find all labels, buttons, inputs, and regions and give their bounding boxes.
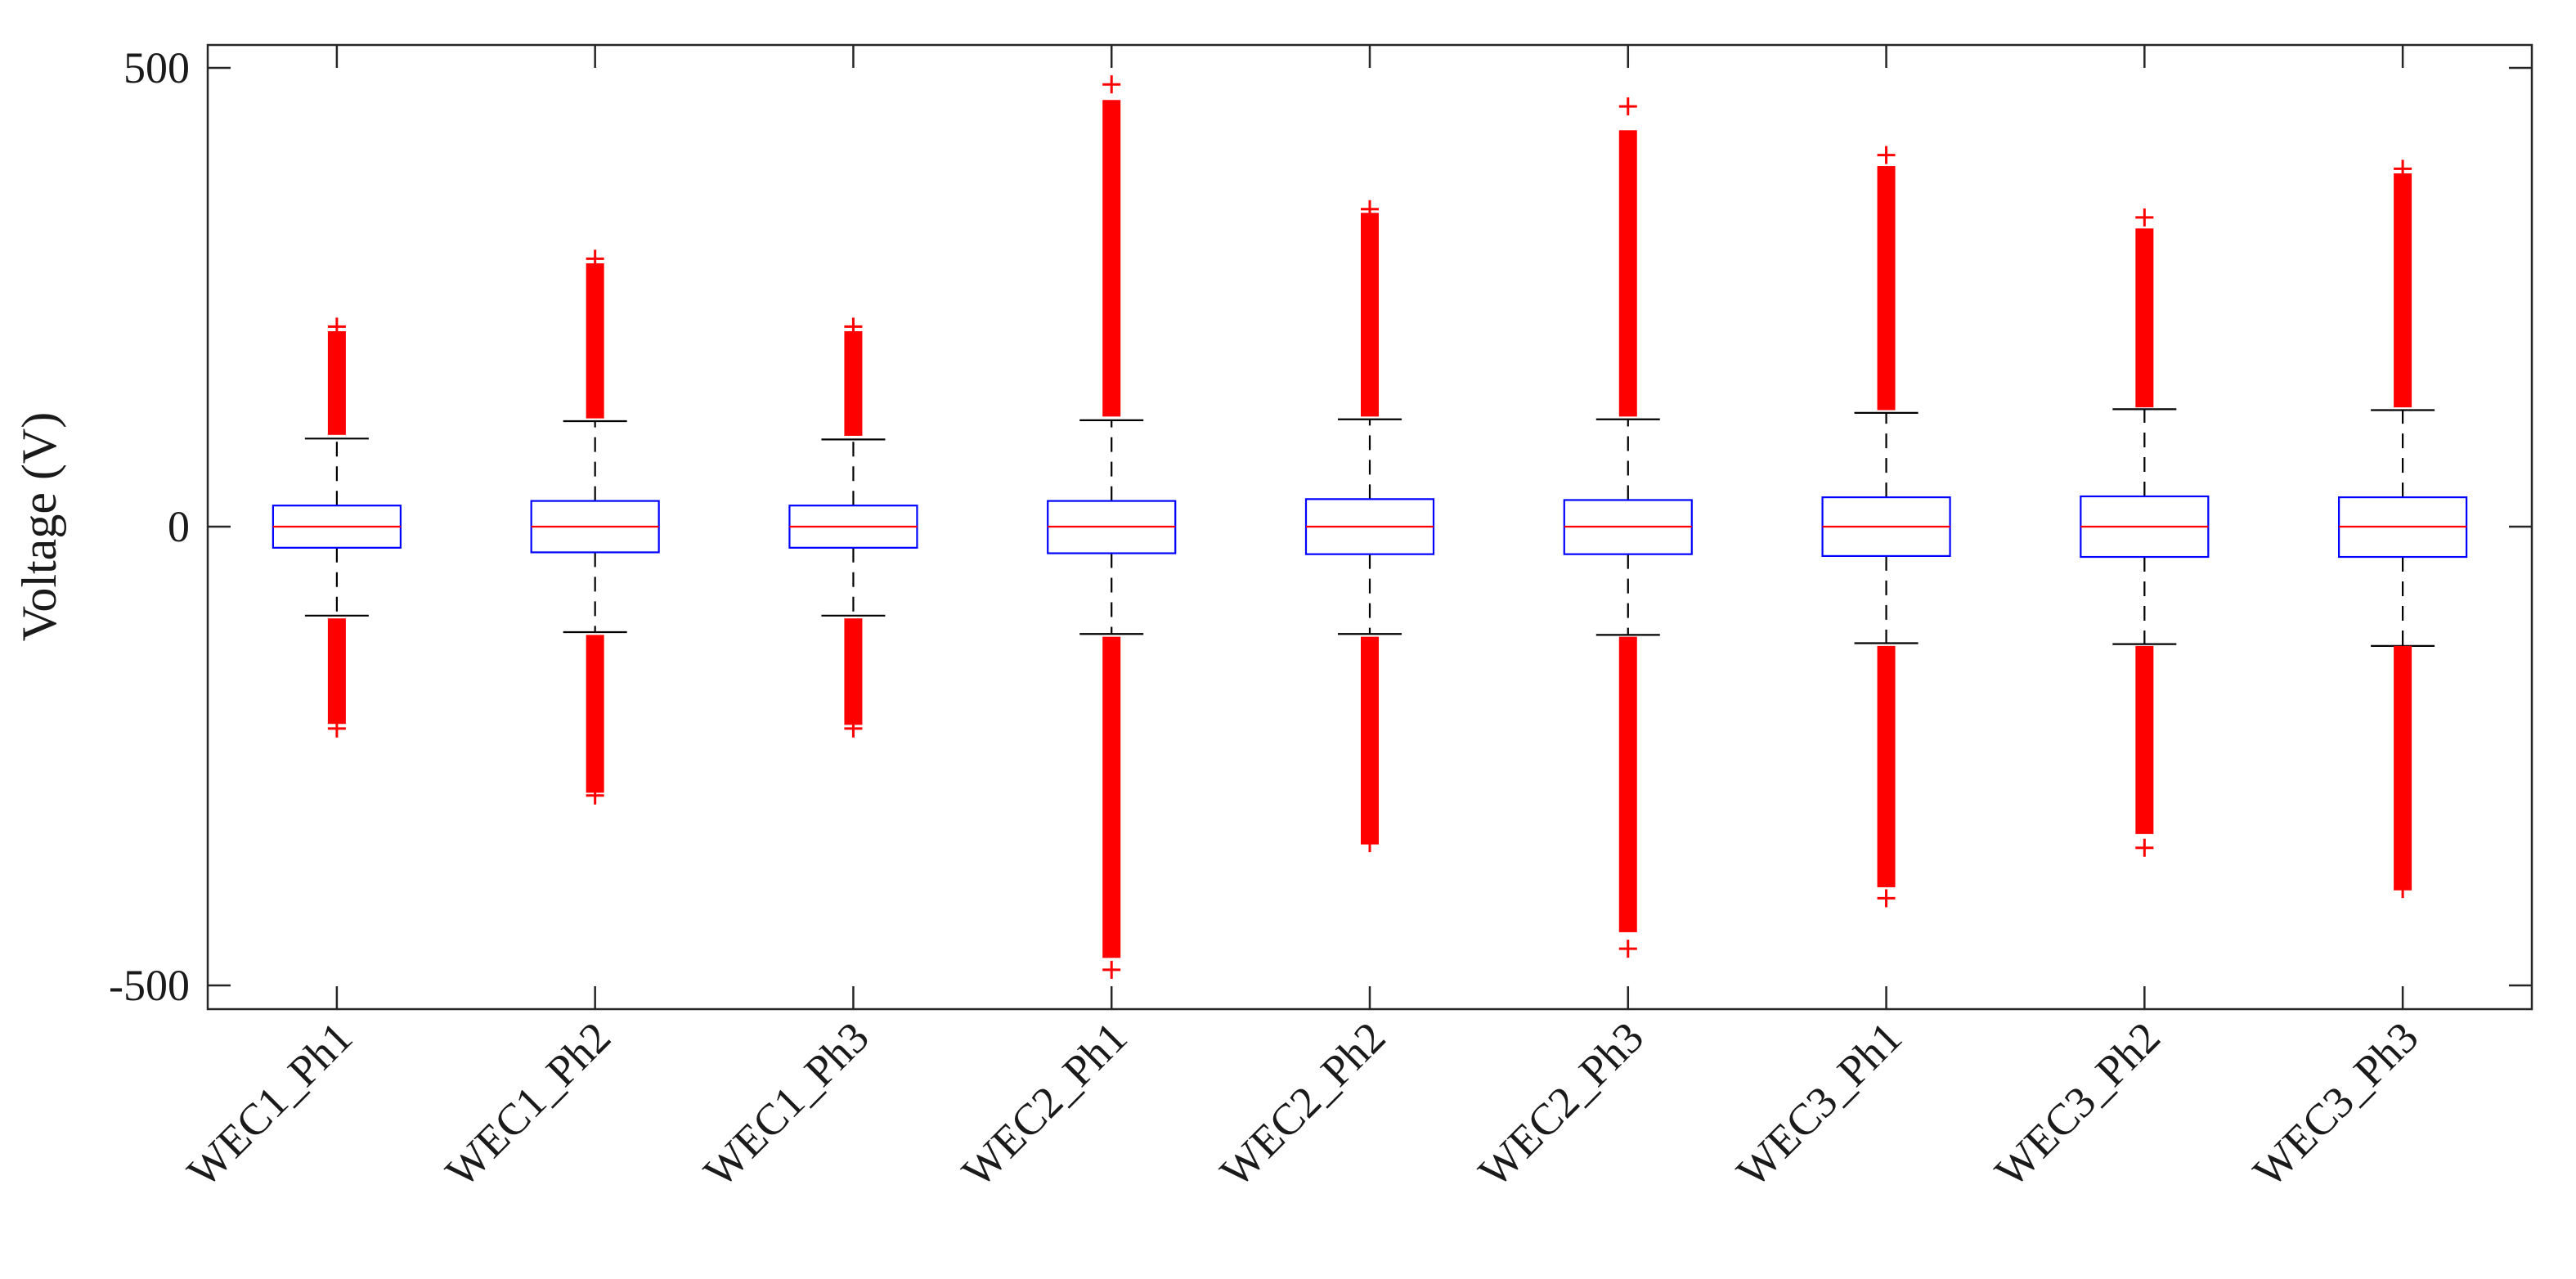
lower-outlier-band bbox=[2135, 645, 2154, 834]
upper-outlier-band bbox=[586, 263, 604, 419]
lower-outlier-band bbox=[1618, 636, 1637, 932]
upper-outlier-band bbox=[2135, 228, 2154, 408]
y-tick-label: 0 bbox=[168, 502, 190, 551]
box-group bbox=[530, 249, 660, 805]
box-group bbox=[2338, 159, 2468, 899]
lower-outlier-band bbox=[586, 635, 604, 793]
upper-outlier-band bbox=[844, 331, 863, 436]
upper-outlier-band bbox=[2394, 173, 2412, 408]
box-group bbox=[2080, 208, 2210, 857]
lower-outlier-band bbox=[327, 618, 346, 725]
box-group bbox=[1047, 75, 1177, 979]
lower-outlier-band bbox=[1877, 645, 1896, 887]
upper-outlier-band bbox=[1102, 100, 1121, 417]
y-tick-label: -500 bbox=[109, 961, 190, 1010]
y-axis-title: Voltage (V) bbox=[12, 412, 66, 642]
box-group bbox=[788, 317, 918, 738]
box-group bbox=[1304, 200, 1435, 853]
y-tick-label: 500 bbox=[123, 43, 190, 92]
box-group bbox=[1821, 146, 1951, 908]
lower-outlier-band bbox=[844, 618, 863, 725]
upper-outlier-band bbox=[1361, 213, 1379, 417]
upper-outlier-band bbox=[327, 331, 346, 435]
box-group bbox=[1563, 97, 1693, 958]
plot-area bbox=[272, 75, 2468, 979]
lower-outlier-band bbox=[1361, 636, 1379, 844]
box-group bbox=[272, 317, 402, 738]
upper-outlier-band bbox=[1877, 166, 1896, 411]
upper-outlier-band bbox=[1618, 130, 1637, 417]
y-axis: -500 0 500 bbox=[109, 43, 2532, 1010]
lower-outlier-band bbox=[2394, 645, 2412, 890]
lower-outlier-band bbox=[1102, 636, 1121, 958]
